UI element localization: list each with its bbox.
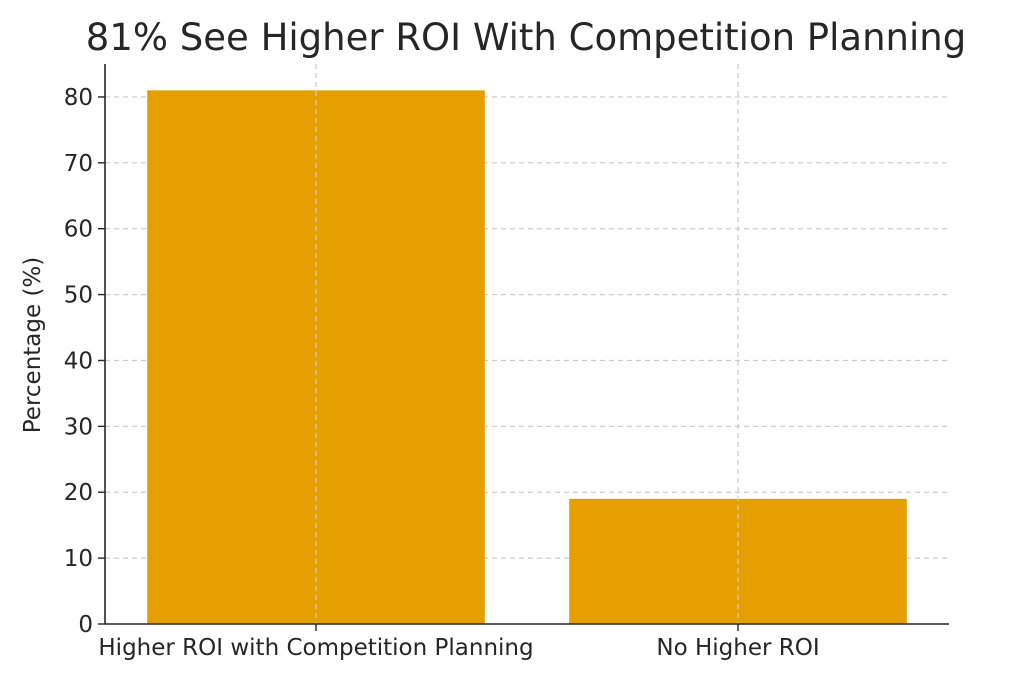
y-tick-label: 80 (64, 85, 93, 111)
y-tick-label: 60 (64, 217, 93, 243)
x-tick-labels: Higher ROI with Competition Planning No H… (98, 635, 819, 661)
x-tick-label: Higher ROI with Competition Planning (98, 635, 533, 661)
y-tick-label: 40 (64, 348, 93, 374)
y-tick-labels: 0 10 20 30 40 50 60 70 80 (64, 85, 93, 638)
y-tick-label: 20 (64, 480, 93, 506)
vertical-grid-layer (315, 64, 739, 624)
y-tick-label: 10 (64, 546, 93, 572)
y-tick-label: 50 (64, 283, 93, 309)
y-axis-title: Percentage (%) (20, 257, 46, 434)
axes-layer (98, 64, 949, 631)
chart-title: 81% See Higher ROI With Competition Plan… (86, 16, 966, 59)
bars-layer (147, 90, 907, 624)
y-tick-label: 70 (64, 151, 93, 177)
x-tick-label: No Higher ROI (656, 635, 819, 661)
y-tick-label: 30 (64, 414, 93, 440)
y-tick-label: 0 (78, 612, 93, 638)
